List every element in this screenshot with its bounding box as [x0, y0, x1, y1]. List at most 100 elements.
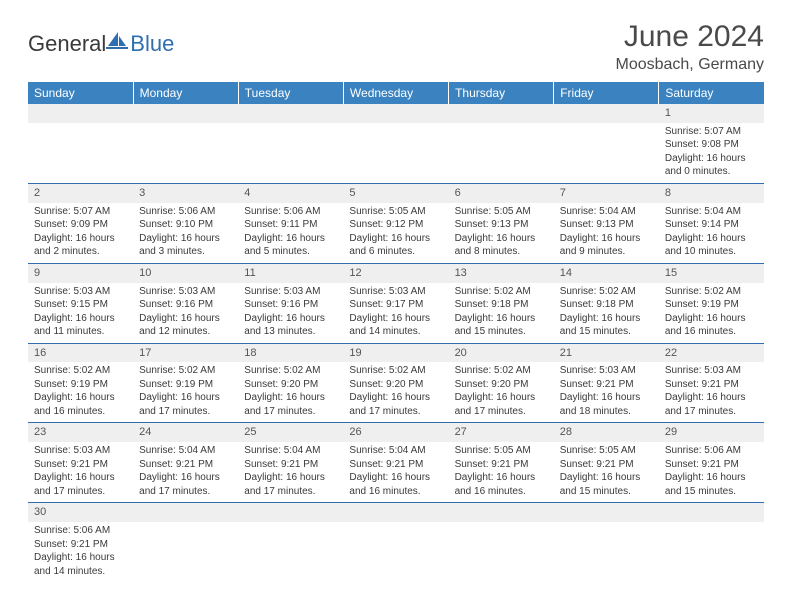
day-detail-row: Sunrise: 5:06 AMSunset: 9:21 PMDaylight:… — [28, 522, 764, 582]
day-detail-cell — [238, 522, 343, 582]
day-number: 27 — [455, 426, 467, 438]
daylight-text: Daylight: 16 hours and 0 minutes. — [665, 152, 758, 179]
day-number-cell: 27 — [449, 423, 554, 442]
day-number-cell: 24 — [133, 423, 238, 442]
day-detail-cell: Sunrise: 5:03 AMSunset: 9:21 PMDaylight:… — [659, 362, 764, 423]
day-number-cell — [238, 104, 343, 123]
day-number-cell: 7 — [554, 183, 659, 202]
daylight-text: Daylight: 16 hours and 9 minutes. — [560, 232, 653, 259]
day-detail-cell — [28, 123, 133, 184]
sunset-text: Sunset: 9:21 PM — [34, 458, 127, 472]
day-number: 12 — [349, 267, 361, 279]
daylight-text: Daylight: 16 hours and 17 minutes. — [34, 471, 127, 498]
day-number-cell: 4 — [238, 183, 343, 202]
logo-text-general: General — [28, 31, 106, 57]
sunset-text: Sunset: 9:21 PM — [560, 458, 653, 472]
sunrise-text: Sunrise: 5:06 AM — [244, 205, 337, 219]
day-number-cell — [449, 104, 554, 123]
sunrise-text: Sunrise: 5:03 AM — [34, 285, 127, 299]
day-number-cell — [343, 104, 448, 123]
sunrise-text: Sunrise: 5:05 AM — [560, 444, 653, 458]
daylight-text: Daylight: 16 hours and 17 minutes. — [139, 391, 232, 418]
daylight-text: Daylight: 16 hours and 14 minutes. — [349, 312, 442, 339]
daylight-text: Daylight: 16 hours and 2 minutes. — [34, 232, 127, 259]
daylight-text: Daylight: 16 hours and 10 minutes. — [665, 232, 758, 259]
day-number: 1 — [665, 107, 671, 119]
sunrise-text: Sunrise: 5:06 AM — [665, 444, 758, 458]
daylight-text: Daylight: 16 hours and 14 minutes. — [34, 551, 127, 578]
sunset-text: Sunset: 9:08 PM — [665, 138, 758, 152]
day-number-cell: 23 — [28, 423, 133, 442]
day-detail-cell — [343, 522, 448, 582]
daylight-text: Daylight: 16 hours and 17 minutes. — [455, 391, 548, 418]
sunrise-text: Sunrise: 5:04 AM — [139, 444, 232, 458]
day-detail-cell: Sunrise: 5:02 AMSunset: 9:20 PMDaylight:… — [449, 362, 554, 423]
sunrise-text: Sunrise: 5:03 AM — [665, 364, 758, 378]
day-detail-cell: Sunrise: 5:02 AMSunset: 9:20 PMDaylight:… — [343, 362, 448, 423]
day-detail-cell — [133, 522, 238, 582]
sunset-text: Sunset: 9:20 PM — [349, 378, 442, 392]
daylight-text: Daylight: 16 hours and 17 minutes. — [665, 391, 758, 418]
day-number: 23 — [34, 426, 46, 438]
day-number-cell: 14 — [554, 263, 659, 282]
sunrise-text: Sunrise: 5:07 AM — [665, 125, 758, 139]
day-number-row: 9101112131415 — [28, 263, 764, 282]
day-number-cell: 9 — [28, 263, 133, 282]
sunset-text: Sunset: 9:16 PM — [139, 298, 232, 312]
daylight-text: Daylight: 16 hours and 6 minutes. — [349, 232, 442, 259]
sunset-text: Sunset: 9:21 PM — [349, 458, 442, 472]
day-detail-cell: Sunrise: 5:03 AMSunset: 9:16 PMDaylight:… — [133, 283, 238, 344]
day-number-cell: 25 — [238, 423, 343, 442]
day-number-cell: 2 — [28, 183, 133, 202]
location: Moosbach, Germany — [615, 56, 764, 74]
day-detail-cell: Sunrise: 5:05 AMSunset: 9:12 PMDaylight:… — [343, 203, 448, 264]
daylight-text: Daylight: 16 hours and 17 minutes. — [244, 471, 337, 498]
day-detail-cell: Sunrise: 5:05 AMSunset: 9:21 PMDaylight:… — [449, 442, 554, 503]
sunset-text: Sunset: 9:14 PM — [665, 218, 758, 232]
day-number-row: 30 — [28, 503, 764, 522]
day-number-cell: 22 — [659, 343, 764, 362]
day-header: Sunday — [28, 82, 133, 104]
day-number: 21 — [560, 347, 572, 359]
page-header: General Blue June 2024 Moosbach, Germany — [28, 20, 764, 74]
sunrise-text: Sunrise: 5:02 AM — [139, 364, 232, 378]
day-number-cell: 19 — [343, 343, 448, 362]
day-detail-cell: Sunrise: 5:04 AMSunset: 9:13 PMDaylight:… — [554, 203, 659, 264]
daylight-text: Daylight: 16 hours and 5 minutes. — [244, 232, 337, 259]
day-number-cell — [133, 503, 238, 522]
day-number: 10 — [139, 267, 151, 279]
sunrise-text: Sunrise: 5:04 AM — [244, 444, 337, 458]
sunrise-text: Sunrise: 5:06 AM — [139, 205, 232, 219]
day-number-cell: 5 — [343, 183, 448, 202]
day-number: 15 — [665, 267, 677, 279]
day-detail-cell: Sunrise: 5:05 AMSunset: 9:13 PMDaylight:… — [449, 203, 554, 264]
logo-text-blue: Blue — [130, 31, 174, 57]
daylight-text: Daylight: 16 hours and 18 minutes. — [560, 391, 653, 418]
day-number-cell: 1 — [659, 104, 764, 123]
sunrise-text: Sunrise: 5:04 AM — [349, 444, 442, 458]
sunrise-text: Sunrise: 5:03 AM — [349, 285, 442, 299]
day-number-cell: 3 — [133, 183, 238, 202]
day-detail-cell — [554, 522, 659, 582]
day-number: 25 — [244, 426, 256, 438]
sunrise-text: Sunrise: 5:05 AM — [455, 444, 548, 458]
daylight-text: Daylight: 16 hours and 15 minutes. — [560, 471, 653, 498]
day-number-row: 23242526272829 — [28, 423, 764, 442]
day-header: Thursday — [449, 82, 554, 104]
daylight-text: Daylight: 16 hours and 16 minutes. — [665, 312, 758, 339]
sunset-text: Sunset: 9:12 PM — [349, 218, 442, 232]
day-number-cell: 12 — [343, 263, 448, 282]
sunset-text: Sunset: 9:20 PM — [455, 378, 548, 392]
title-block: June 2024 Moosbach, Germany — [615, 20, 764, 74]
day-detail-cell: Sunrise: 5:03 AMSunset: 9:17 PMDaylight:… — [343, 283, 448, 344]
day-number-cell: 11 — [238, 263, 343, 282]
day-number: 20 — [455, 347, 467, 359]
day-number: 22 — [665, 347, 677, 359]
sunset-text: Sunset: 9:21 PM — [560, 378, 653, 392]
sail-icon — [106, 30, 128, 55]
daylight-text: Daylight: 16 hours and 17 minutes. — [349, 391, 442, 418]
day-header-row: Sunday Monday Tuesday Wednesday Thursday… — [28, 82, 764, 104]
day-detail-cell: Sunrise: 5:03 AMSunset: 9:16 PMDaylight:… — [238, 283, 343, 344]
day-detail-cell: Sunrise: 5:02 AMSunset: 9:19 PMDaylight:… — [133, 362, 238, 423]
day-number: 30 — [34, 506, 46, 518]
